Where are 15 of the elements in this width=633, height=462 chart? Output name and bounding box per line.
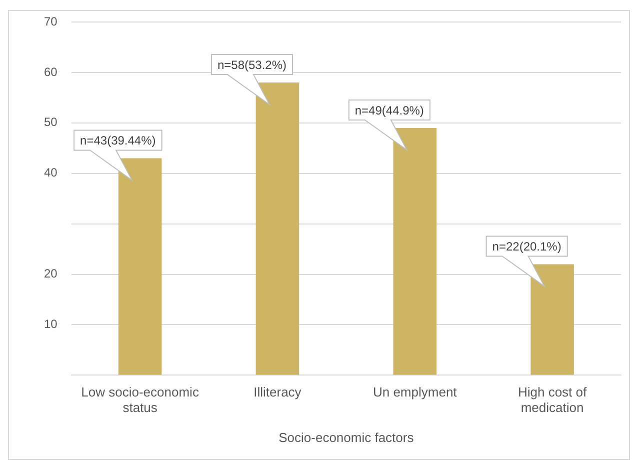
y-tick-label: 40 xyxy=(44,166,58,180)
y-tick-label: 70 xyxy=(44,14,58,28)
x-axis-title: Socio-economic factors xyxy=(278,430,414,445)
y-tick-label: 60 xyxy=(44,64,58,79)
y-tick-label: 50 xyxy=(44,115,58,130)
x-tick-label: Illiteracy xyxy=(254,384,302,400)
x-tick-label: Un emplyment xyxy=(372,384,458,400)
y-tick-label: 20 xyxy=(44,266,58,281)
data-label: n=49(44.9%) xyxy=(354,103,424,118)
data-label: n=58(53.2%) xyxy=(217,58,287,72)
y-tick-label: 10 xyxy=(44,317,58,332)
x-tick-label: Low socio-economic status xyxy=(81,384,200,416)
data-label: n=22(20.1%) xyxy=(492,240,562,254)
data-label: n=43(39.44%) xyxy=(80,134,156,148)
x-tick-label: High cost of medication xyxy=(518,384,587,416)
